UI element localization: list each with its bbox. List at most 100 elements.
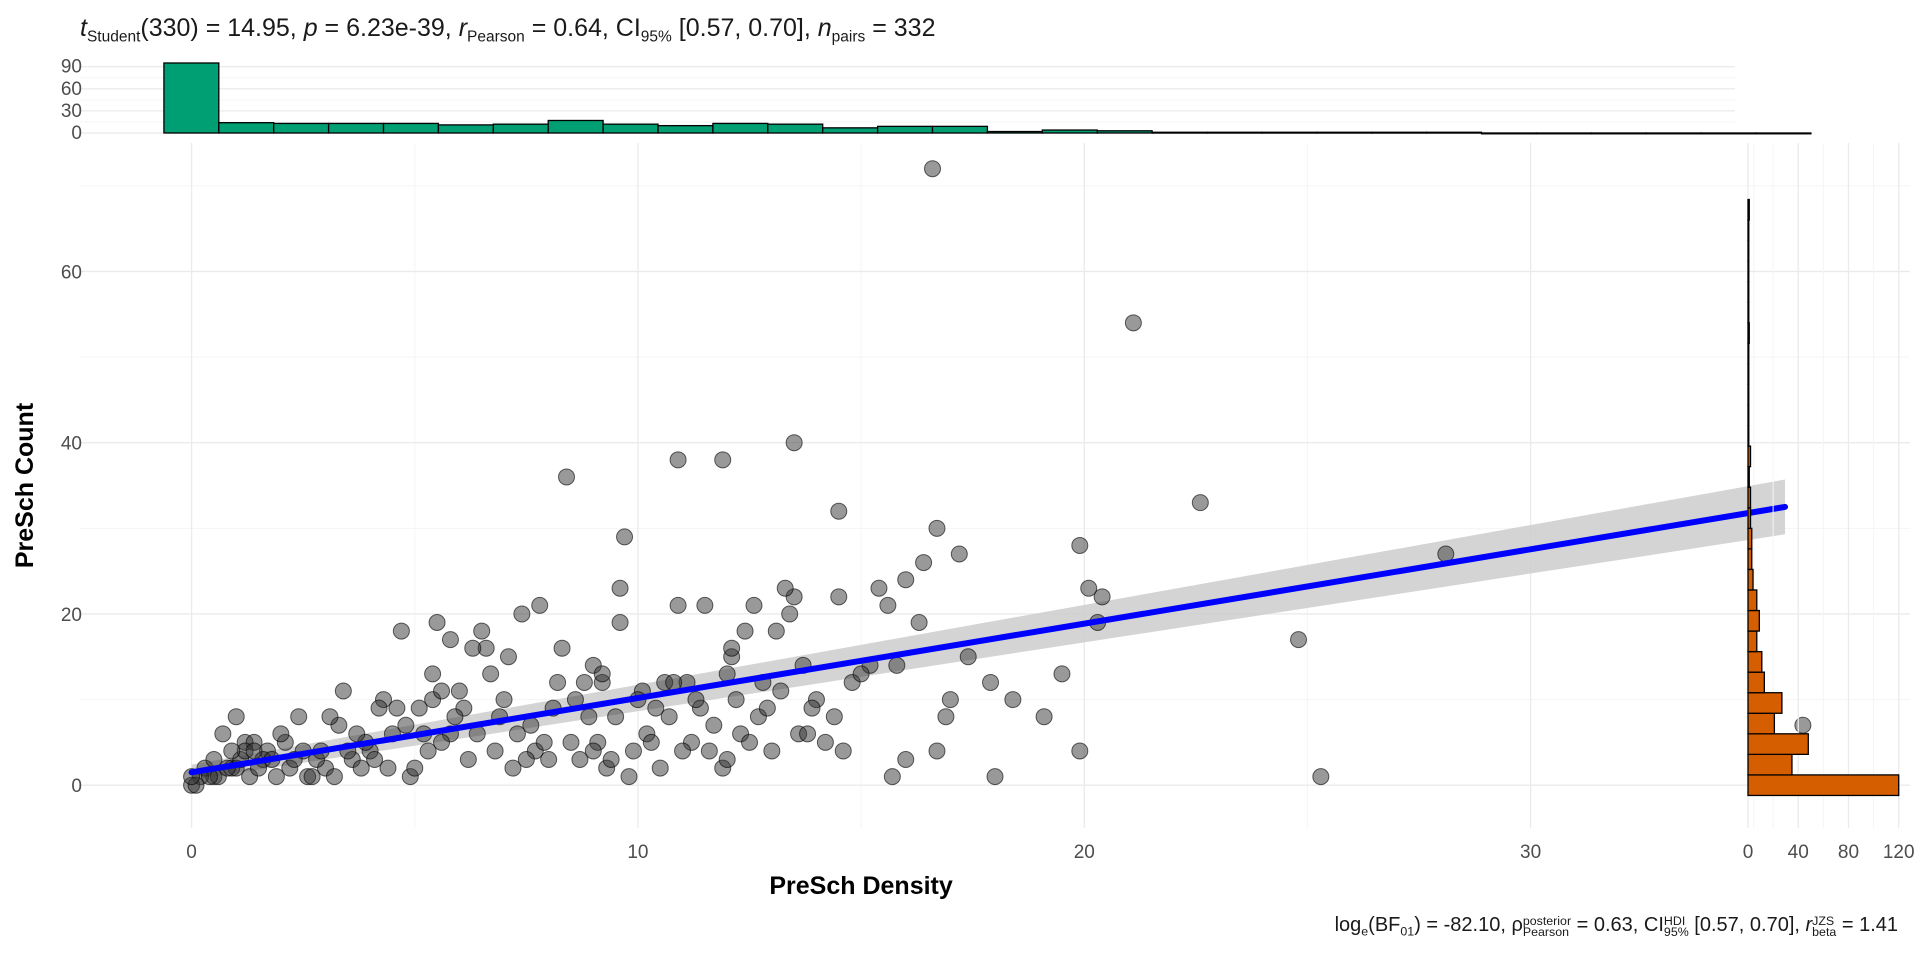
y-tick-label: 60 [61,262,82,283]
data-point [705,716,723,734]
data-point [303,768,321,786]
data-point [687,691,705,709]
r-beta-symbol: r [1805,914,1813,936]
top-hist-tick-label: 0 [71,123,82,144]
right-hist-bar [1747,301,1750,324]
chart-title: tStudent(330) = 14.95, p = 6.23e-39, rPe… [80,14,935,46]
data-point [580,708,598,726]
right-hist-bar [1747,692,1783,714]
data-point [1080,579,1098,597]
r-beta-value: = 1.41 [1836,914,1898,936]
top-hist-tick-label: 90 [61,57,82,78]
right-hist-bar [1747,342,1750,365]
data-point [611,579,629,597]
data-point [531,596,549,614]
right-hist-bar [1747,281,1750,303]
data-point [799,725,817,743]
data-point [441,631,459,649]
data-point [611,614,629,631]
top-hist-bar [657,124,714,134]
right-hist-bar [1747,650,1763,673]
top-hist-bar [1755,132,1812,135]
bf-text: (BF [1368,914,1401,936]
data-point [499,648,517,666]
top-hist-bar [163,62,220,134]
data-point [334,682,352,700]
data-point [535,733,553,751]
data-point [772,682,790,700]
data-point [1093,588,1111,606]
data-point [549,673,567,691]
data-point [830,588,848,606]
data-point [272,725,290,743]
right-hist-bar [1747,568,1754,591]
data-point [428,614,446,631]
right-hist-bar [1747,198,1750,221]
data-point [321,708,339,726]
ci-value: [0.57, 0.70], [671,14,818,42]
bf-value: ) = -82.10, [1414,914,1512,936]
data-point [620,768,638,786]
n-symbol: n [817,14,832,42]
right-hist-bar [1747,219,1750,242]
rho-subscript: Pearson [1522,924,1570,939]
ci-scripts: HDI 95% [1664,915,1689,937]
top-hist-bar [1096,130,1153,134]
x-tick-label: 0 [186,842,197,863]
data-point [669,451,687,469]
top-hist-bar [1700,132,1757,135]
r-symbol: r [458,14,468,42]
log-text: log [1334,914,1362,936]
data-point [464,639,482,657]
rho-scripts: posterior Pearson [1522,915,1571,939]
top-hist-bar [767,123,824,134]
top-hist-bar [327,122,385,134]
data-point [410,699,428,717]
right-hist-bar [1747,260,1750,283]
data-point [267,768,285,786]
data-point [696,596,714,614]
data-point [290,708,308,726]
data-point [1794,716,1812,734]
ci-value-footer: [0.57, 0.70], [1688,914,1806,936]
data-point [1004,691,1022,709]
top-hist-bar [602,123,659,134]
data-point [723,639,741,657]
data-point [950,545,968,563]
top-hist-tick-label: 30 [61,101,82,122]
data-point [214,725,232,743]
data-point [446,708,464,726]
data-point [982,673,1000,691]
right-hist-bar [1747,486,1752,509]
data-point [513,605,531,623]
chart-subtitle: loge(BF01) = -82.10, ρ posterior Pearson =… [1335,914,1898,938]
data-point [553,639,571,657]
right-marginal-histogram: 0 40 80 120 [1743,143,1915,863]
top-hist-bar [986,130,1043,134]
data-point [558,468,576,486]
right-hist-bar [1747,609,1760,632]
data-point [665,673,683,691]
top-hist-bar [1206,131,1263,134]
data-point [245,742,263,760]
right-hist-bar [1747,548,1753,571]
data-point [736,622,754,640]
data-point [647,699,665,717]
data-point [852,665,870,683]
top-hist-bar [1316,131,1373,134]
data-point [223,742,241,760]
data-point [674,742,692,760]
right-hist-bar [1747,424,1750,447]
right-hist-bar [1747,733,1809,756]
r-beta-superscript: JZS [1812,914,1835,929]
right-hist-bar [1747,466,1750,488]
data-point [642,733,660,751]
data-point [1290,631,1308,649]
data-point [915,554,933,572]
right-hist-bar [1747,712,1776,735]
data-point [495,691,513,709]
data-point [870,579,888,597]
data-point [482,665,500,683]
right-hist-bar [1747,589,1758,612]
